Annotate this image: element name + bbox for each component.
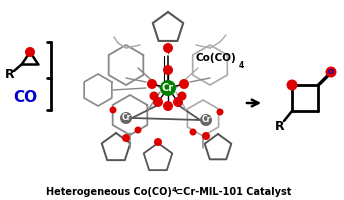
Circle shape: [153, 97, 163, 107]
Text: R: R: [5, 68, 15, 82]
Text: Cr: Cr: [201, 116, 211, 124]
Circle shape: [178, 92, 186, 100]
Circle shape: [122, 134, 130, 142]
Circle shape: [216, 108, 224, 116]
Circle shape: [163, 43, 173, 53]
Circle shape: [150, 92, 159, 100]
Text: Co(CO): Co(CO): [196, 53, 237, 63]
Text: ⊂Cr-MIL-101 Catalyst: ⊂Cr-MIL-101 Catalyst: [175, 187, 291, 197]
Text: O: O: [328, 69, 334, 75]
Text: Cr: Cr: [121, 114, 131, 122]
Circle shape: [200, 114, 212, 126]
Text: R: R: [275, 120, 285, 134]
Circle shape: [190, 129, 196, 136]
Circle shape: [287, 79, 298, 90]
Circle shape: [163, 101, 173, 111]
Text: 4: 4: [239, 61, 244, 70]
Circle shape: [202, 132, 210, 140]
Text: Heterogeneous Co(CO): Heterogeneous Co(CO): [46, 187, 172, 197]
Circle shape: [135, 127, 141, 134]
Text: Cr: Cr: [162, 83, 174, 93]
Circle shape: [173, 97, 183, 107]
Text: 4: 4: [172, 187, 177, 193]
Circle shape: [179, 79, 189, 89]
Circle shape: [160, 80, 176, 96]
Circle shape: [25, 47, 35, 57]
Circle shape: [325, 66, 336, 77]
Circle shape: [120, 112, 132, 124]
Circle shape: [109, 106, 117, 114]
Circle shape: [147, 79, 157, 89]
Circle shape: [163, 65, 173, 75]
Text: CO: CO: [13, 90, 37, 106]
Circle shape: [154, 138, 162, 146]
